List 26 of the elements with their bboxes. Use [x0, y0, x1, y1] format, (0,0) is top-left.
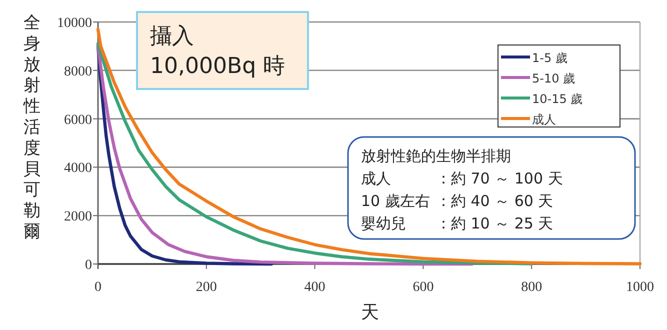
annotation: 嬰幼兒: [361, 214, 406, 232]
x-tick-label: 400: [304, 280, 326, 295]
x-tick-label: 0: [94, 280, 102, 295]
legend-label: 10-15 歲: [532, 92, 583, 106]
annotation: ：約 10 ～ 25 天: [436, 214, 554, 232]
legend-label: 1-5 歲: [532, 51, 568, 65]
y-tick-label: 2000: [64, 210, 92, 225]
y-tick-label: 10000: [57, 16, 92, 31]
text: 全身放射性活度貝可勒爾: [24, 13, 40, 242]
x-tick-label: 600: [412, 280, 434, 295]
annotation: 成人: [361, 170, 391, 188]
x-tick-label: 800: [521, 280, 542, 295]
annotation: 10 歲左右: [361, 192, 430, 210]
legend-label: 5-10 歲: [532, 72, 576, 86]
y-tick-label: 6000: [64, 112, 92, 128]
y-tick-label: 0: [85, 258, 92, 273]
y-tick-label: 4000: [64, 161, 92, 176]
legend-label: 成人: [532, 112, 556, 126]
x-tick-label: 1000: [626, 280, 654, 295]
annotation: 攝入 10,000Bq 時: [150, 24, 286, 79]
x-tick-label: 200: [196, 280, 217, 295]
x-axis-title: 天: [361, 302, 379, 323]
annotation: ：約 70 ～ 100 天: [436, 170, 563, 188]
annotation: ：約 40 ～ 60 天: [436, 192, 554, 210]
y-tick-label: 8000: [64, 64, 92, 80]
annotation: 放射性銫的生物半排期: [361, 147, 511, 165]
